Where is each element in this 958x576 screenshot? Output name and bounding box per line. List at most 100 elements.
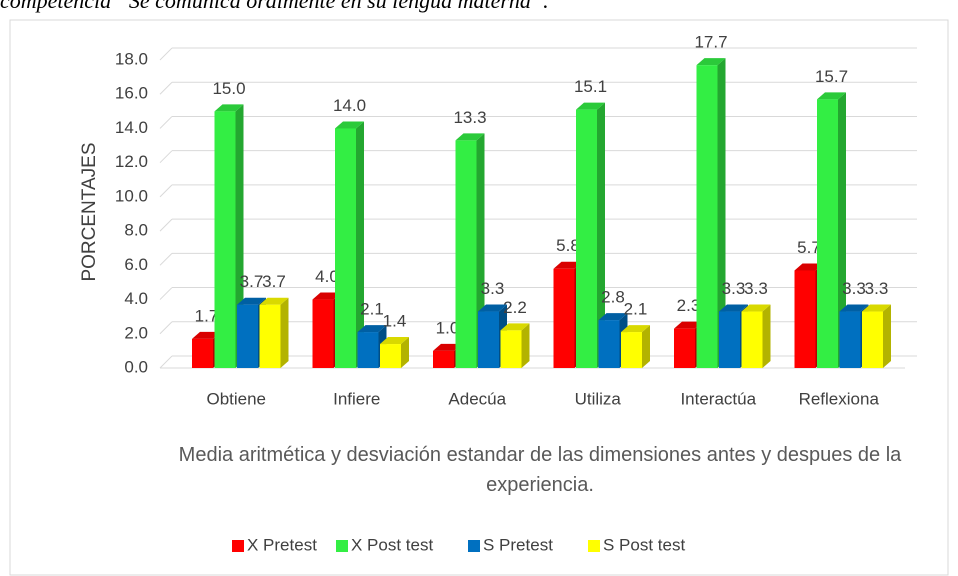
bar-side [356, 121, 364, 368]
bar [455, 140, 477, 368]
value-label: 2.3 [677, 296, 701, 315]
bar-top [192, 331, 221, 339]
grid-line [159, 218, 173, 232]
bar-top [839, 304, 869, 312]
value-label: 3.3 [722, 279, 746, 298]
bar-side [401, 337, 409, 368]
x-tick-label: Infiere [333, 389, 380, 408]
bar [237, 304, 258, 368]
bar-side [883, 304, 891, 368]
bar [214, 111, 236, 368]
value-label: 3.3 [865, 279, 889, 298]
y-tick-label: 12.0 [115, 152, 148, 171]
bar-top [312, 292, 342, 300]
legend-label: X Pretest [247, 535, 317, 554]
bar-top [259, 297, 289, 305]
value-label: 2.2 [503, 298, 527, 317]
bar [192, 338, 213, 368]
caption: competencia “Se comunica oralmente en su… [0, 0, 549, 13]
value-label: 15.0 [212, 79, 245, 98]
legend-swatch [468, 540, 480, 552]
bar-top [455, 133, 485, 141]
bar [576, 109, 597, 368]
bar-side [597, 102, 605, 368]
legend-label: S Pretest [483, 535, 553, 554]
y-tick-label: 14.0 [115, 118, 148, 137]
bar-top [598, 313, 628, 321]
legend-swatch [336, 540, 348, 552]
value-label: 14.0 [333, 96, 366, 115]
x-tick-label: Obtiene [206, 389, 266, 408]
bar-top [621, 325, 650, 333]
bar [794, 270, 816, 368]
value-label: 15.7 [815, 67, 848, 86]
bar [553, 268, 575, 368]
bar-top [237, 297, 266, 305]
value-label: 3.3 [744, 279, 768, 298]
bar-top [500, 323, 530, 331]
value-label: 5.8 [556, 236, 580, 255]
bar-top [794, 263, 824, 271]
bar [598, 320, 620, 368]
y-axis-label: PORCENTAJES [79, 142, 100, 281]
bar-top [719, 304, 748, 312]
y-tick-label: 16.0 [115, 84, 148, 103]
bar [719, 311, 740, 368]
bar [478, 311, 499, 368]
grid-line [159, 355, 173, 369]
grid-line [159, 81, 173, 95]
x-tick-label: Interactúa [680, 389, 756, 408]
legend-label: S Post test [603, 535, 685, 554]
bar [335, 128, 356, 368]
value-label: 3.7 [240, 272, 264, 291]
y-tick-label: 0.0 [124, 357, 148, 376]
bar [433, 350, 454, 368]
bar [259, 304, 281, 368]
x-tick-label: Utiliza [575, 389, 622, 408]
bar-top [674, 321, 703, 329]
bar-top [576, 102, 605, 110]
y-tick-label: 4.0 [124, 289, 148, 308]
bar-side [280, 297, 289, 368]
bar-top [553, 261, 583, 269]
value-label: 2.1 [624, 300, 648, 319]
grid-line [159, 184, 173, 198]
bar-top [433, 343, 462, 351]
bar-top [478, 304, 507, 312]
bar [696, 65, 718, 368]
grid-line [159, 150, 173, 164]
bar-side [717, 58, 726, 369]
bar [312, 299, 334, 368]
value-label: 3.3 [842, 279, 866, 298]
value-label: 1.4 [383, 312, 407, 331]
legend-swatch [232, 540, 244, 552]
grid-line [159, 47, 173, 61]
bar [621, 332, 642, 368]
grid-line [159, 116, 173, 129]
value-label: 4.0 [315, 267, 339, 286]
bar [357, 332, 379, 368]
bar-top [335, 121, 364, 129]
value-label: 13.3 [453, 108, 486, 127]
value-label: 1.7 [195, 306, 219, 325]
value-label: 1.0 [436, 318, 460, 337]
bar [862, 311, 883, 368]
x-tick-label: Reflexiona [799, 389, 880, 408]
bar-top [817, 92, 846, 100]
value-label: 17.7 [694, 33, 727, 52]
x-tick-label: Adecúa [448, 389, 506, 408]
bar-side [762, 304, 771, 368]
grid-line [159, 287, 173, 300]
bar-side [521, 323, 530, 368]
legend-swatch [588, 540, 600, 552]
value-label: 3.7 [262, 272, 286, 291]
bar [839, 311, 861, 368]
grid-line [159, 321, 173, 335]
bar [500, 330, 522, 368]
bar-top [696, 58, 726, 66]
bar [741, 311, 763, 368]
bar [380, 344, 401, 368]
y-tick-label: 2.0 [124, 323, 148, 342]
